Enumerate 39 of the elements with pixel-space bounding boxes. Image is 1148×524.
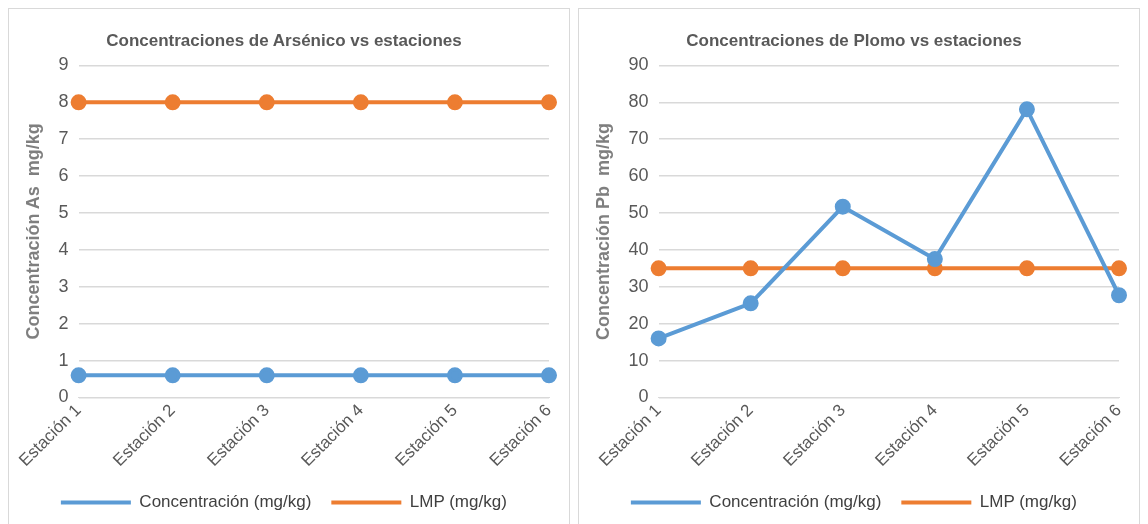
y-tick-label: 1 bbox=[58, 349, 69, 370]
y-tick-label: 60 bbox=[628, 165, 649, 186]
y-tick-label: 5 bbox=[58, 201, 69, 222]
y-tick-label: 40 bbox=[628, 238, 649, 259]
y-tick-label: 0 bbox=[58, 386, 69, 407]
legend-label: Concentración (mg/kg) bbox=[139, 492, 312, 512]
point bbox=[834, 260, 851, 277]
y-axis-title: Concentración As mg/kg bbox=[22, 123, 43, 340]
point bbox=[650, 260, 667, 277]
y-tick-label: 90 bbox=[628, 54, 649, 75]
legend-label: LMP (mg/kg) bbox=[979, 492, 1077, 512]
y-tick-label: 0 bbox=[638, 386, 649, 407]
point bbox=[1111, 260, 1127, 277]
legend-label: LMP (mg/kg) bbox=[409, 492, 507, 512]
y-tick-label: 50 bbox=[628, 201, 649, 222]
y-tick-label: 70 bbox=[628, 128, 649, 149]
y-tick-label: 9 bbox=[58, 54, 69, 75]
point bbox=[650, 330, 667, 347]
point bbox=[742, 260, 759, 277]
point bbox=[1018, 260, 1035, 277]
y-tick-label: 30 bbox=[628, 275, 649, 296]
point bbox=[1018, 101, 1035, 118]
y-tick-label: 20 bbox=[628, 312, 649, 333]
chart-title: Concentraciones de Arsénico vs estaciones bbox=[106, 30, 462, 50]
y-axis-title: Concentración Pb mg/kg bbox=[592, 122, 613, 340]
y-tick-label: 6 bbox=[58, 165, 69, 186]
point bbox=[742, 295, 759, 312]
y-tick-label: 80 bbox=[628, 91, 649, 112]
chart-title: Concentraciones de Plomo vs estaciones bbox=[686, 30, 1022, 50]
y-tick-label: 10 bbox=[628, 349, 649, 370]
y-tick-label: 2 bbox=[58, 312, 69, 333]
y-tick-label: 7 bbox=[58, 128, 69, 149]
legend-label: Concentración (mg/kg) bbox=[709, 492, 882, 512]
point bbox=[834, 198, 851, 215]
point bbox=[1111, 287, 1127, 304]
y-tick-label: 8 bbox=[58, 91, 69, 112]
y-tick-label: 3 bbox=[58, 275, 69, 296]
y-tick-label: 4 bbox=[58, 238, 69, 259]
point bbox=[926, 251, 943, 268]
